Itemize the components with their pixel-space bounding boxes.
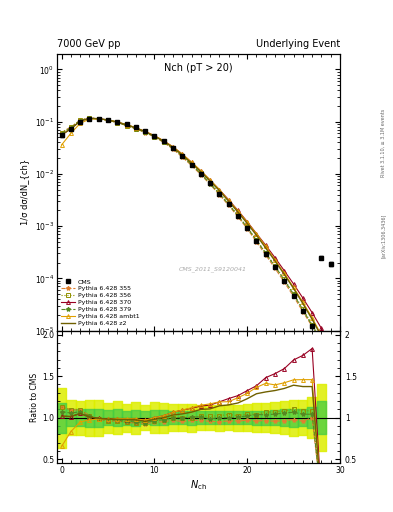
Text: Nch (pT > 20): Nch (pT > 20) <box>164 63 233 73</box>
Y-axis label: 1/σ dσ/dN_{ch}: 1/σ dσ/dN_{ch} <box>20 159 29 225</box>
Text: [arXiv:1306.3436]: [arXiv:1306.3436] <box>381 214 386 258</box>
Text: CMS_2011_S9120041: CMS_2011_S9120041 <box>178 267 247 272</box>
Text: 7000 GeV pp: 7000 GeV pp <box>57 38 121 49</box>
Text: Rivet 3.1.10, ≥ 3.1M events: Rivet 3.1.10, ≥ 3.1M events <box>381 109 386 178</box>
X-axis label: $N_\mathregular{ch}$: $N_\mathregular{ch}$ <box>190 478 207 492</box>
Y-axis label: Ratio to CMS: Ratio to CMS <box>30 372 39 421</box>
Text: Underlying Event: Underlying Event <box>256 38 340 49</box>
Legend: CMS, Pythia 6.428 355, Pythia 6.428 356, Pythia 6.428 370, Pythia 6.428 379, Pyt: CMS, Pythia 6.428 355, Pythia 6.428 356,… <box>60 278 140 327</box>
